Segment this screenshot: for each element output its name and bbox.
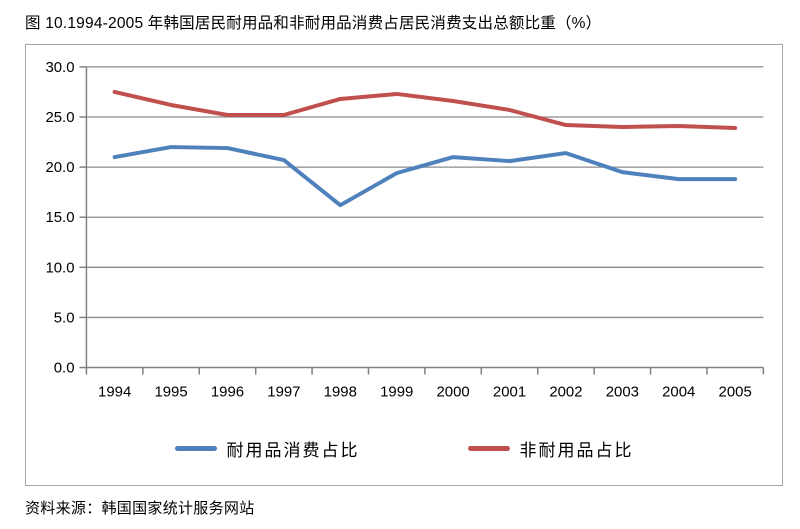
y-axis-tick-label: 10.0 <box>45 259 74 276</box>
y-axis-tick-label: 0.0 <box>54 360 75 377</box>
line-chart: 0.0 5.0 10.0 15.0 20.0 25.0 30.0 1994 1995 1996 19… <box>45 59 765 400</box>
x-axis-tick-label: 2004 <box>662 383 695 400</box>
legend-item-nondurables: 非耐用品占比 <box>467 436 634 461</box>
nondurables-line-swatch-icon <box>467 446 510 451</box>
y-axis-tick-label: 20.0 <box>45 159 74 176</box>
chart-legend: 耐用品消费占比 非耐用品占比 <box>26 436 782 461</box>
y-axis-tick-label: 25.0 <box>45 109 74 126</box>
x-axis-tick-label: 1999 <box>380 383 413 400</box>
chart-container: 0.0 5.0 10.0 15.0 20.0 25.0 30.0 1994 1995 1996 19… <box>25 44 783 486</box>
series-line-0 <box>112 145 738 208</box>
x-axis-tick-label: 1996 <box>211 383 244 400</box>
source-note: 资料来源：韩国国家统计服务网站 <box>25 500 255 517</box>
x-axis-tick-label: 2000 <box>437 383 470 400</box>
durables-line-swatch-icon <box>174 446 217 451</box>
x-axis-tick-label: 2003 <box>606 383 639 400</box>
x-axis-tick-label: 1998 <box>324 383 357 400</box>
x-axis-tick-label: 1995 <box>154 383 187 400</box>
x-axis-tick-label: 1994 <box>98 383 131 400</box>
series-line-1 <box>112 89 738 131</box>
x-axis-tick-label: 2001 <box>493 383 526 400</box>
legend-label-durables: 耐用品消费占比 <box>226 441 360 460</box>
legend-item-durables: 耐用品消费占比 <box>174 436 360 461</box>
y-axis-tick-label: 30.0 <box>45 59 74 76</box>
figure-title: 图 10.1994-2005 年韩国居民耐用品和非耐用品消费占居民消费支出总额比… <box>25 15 602 32</box>
legend-label-nondurables: 非耐用品占比 <box>519 441 634 460</box>
x-axis-tick-label: 2002 <box>549 383 582 400</box>
y-axis-tick-label: 15.0 <box>45 209 74 226</box>
x-axis-tick-label: 2005 <box>719 383 752 400</box>
y-axis-tick-label: 5.0 <box>54 309 75 326</box>
x-axis-tick-label: 1997 <box>267 383 300 400</box>
